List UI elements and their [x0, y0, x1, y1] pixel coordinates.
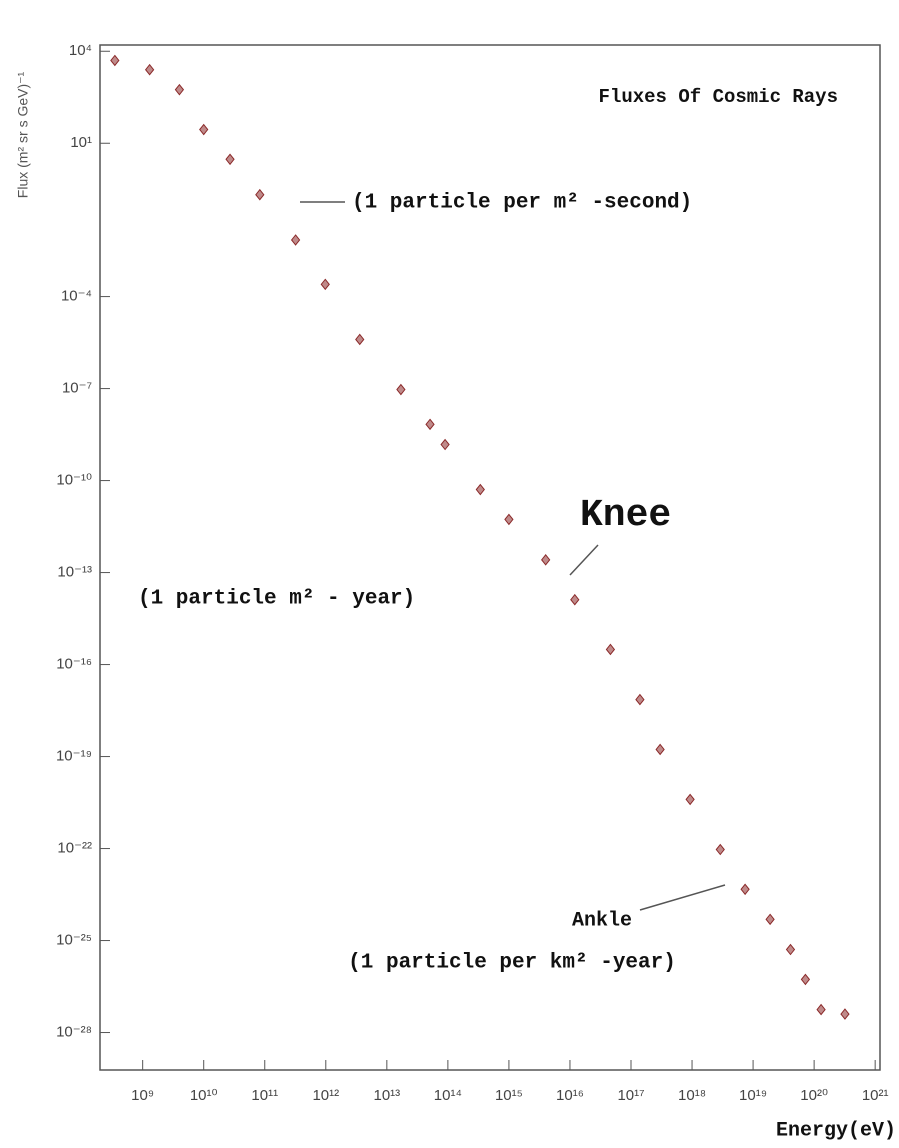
y-tick-label: 10¹ [70, 134, 92, 151]
data-point [785, 943, 796, 956]
x-tick-label: 10¹⁵ [495, 1087, 523, 1104]
y-tick-label: 10⁻¹⁹ [56, 748, 92, 765]
data-point [840, 1008, 850, 1020]
data-point [685, 793, 695, 806]
arrow [639, 884, 726, 911]
data-point [320, 278, 330, 291]
y-tick-label: 10⁻¹⁰ [56, 472, 92, 489]
data-point [425, 418, 435, 431]
chart-title: Fluxes Of Cosmic Rays [599, 86, 838, 108]
y-tick-label: 10⁻⁷ [62, 380, 92, 397]
data-point [605, 643, 616, 656]
x-tick-label: 10¹³ [373, 1087, 400, 1104]
y-axis-label: Flux (m² sr s GeV)⁻¹ [15, 71, 31, 198]
annotation: (1 particle m² - year) [138, 588, 415, 611]
data-point [255, 188, 265, 201]
data-point [475, 483, 485, 496]
data-point [635, 693, 645, 706]
y-tick-label: 10⁻¹³ [57, 564, 92, 581]
data-point [765, 913, 775, 926]
x-tick-label: 10¹⁹ [739, 1087, 767, 1104]
annotation: Ankle [572, 909, 632, 932]
data-point [504, 513, 514, 526]
annotation: (1 particle per m² -second) [352, 192, 692, 215]
plot-frame [99, 44, 881, 1071]
x-tick-label: 10¹⁶ [556, 1087, 584, 1104]
x-tick-label: 10¹⁴ [434, 1087, 462, 1104]
data-point [740, 883, 750, 896]
data-point [199, 123, 209, 136]
y-tick-label: 10⁴ [69, 42, 92, 59]
data-point [440, 438, 450, 451]
data-point [570, 593, 580, 606]
y-tick-label: 10⁻⁴ [61, 288, 92, 305]
y-tick-label: 10⁻²² [57, 840, 92, 857]
x-tick-label: 10²⁰ [800, 1087, 828, 1104]
data-point [225, 153, 235, 166]
annotation: (1 particle per km² -year) [348, 952, 676, 975]
annotation-arrows [300, 201, 726, 911]
y-tick-label: 10⁻²⁵ [56, 932, 92, 949]
data-point [816, 1003, 826, 1016]
data-point [715, 843, 725, 856]
x-axis-label: Energy(eV) [776, 1119, 896, 1142]
data-point [290, 234, 301, 246]
data-point [355, 333, 365, 346]
x-tick-label: 10¹⁰ [190, 1087, 218, 1104]
y-tick-label: 10⁻²⁸ [56, 1024, 92, 1041]
data-point [174, 83, 185, 96]
x-tick-label: 10⁹ [131, 1087, 154, 1104]
y-tick-label: 10⁻¹⁶ [56, 656, 92, 673]
data-point [655, 743, 665, 756]
data-point [541, 554, 551, 566]
arrow [569, 544, 599, 576]
annotation: Knee [580, 494, 671, 537]
x-tick-label: 10¹⁸ [678, 1087, 706, 1104]
x-tick-label: 10¹¹ [251, 1087, 278, 1104]
data-point [110, 54, 120, 67]
data-point [396, 383, 406, 396]
data-point [144, 63, 155, 76]
x-tick-label: 10¹⁷ [617, 1087, 644, 1104]
data-point [800, 973, 811, 986]
x-tick-label: 10²¹ [862, 1087, 889, 1104]
x-tick-label: 10¹² [312, 1087, 339, 1104]
